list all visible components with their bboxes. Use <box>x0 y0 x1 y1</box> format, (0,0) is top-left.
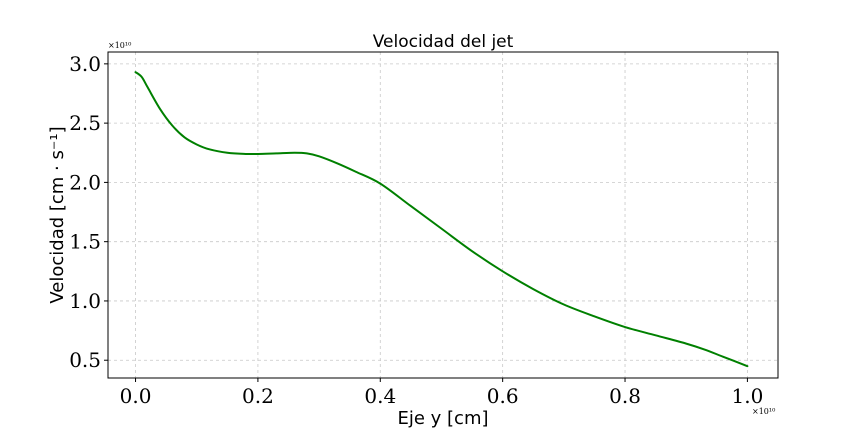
series-layer <box>134 71 749 368</box>
x-tick-label: 1.0 <box>732 384 764 408</box>
y-axis: 0.5 1.0 1.5 2.0 2.5 3.0 <box>69 52 108 372</box>
y-tick-label: 2.5 <box>69 111 101 135</box>
y-tick-label: 1.0 <box>69 289 101 313</box>
grid <box>108 52 778 378</box>
y-tick-label: 3.0 <box>69 52 101 76</box>
x-axis-label: Eje y [cm] <box>397 408 488 429</box>
y-tick-label: 2.0 <box>69 170 101 194</box>
plot-frame <box>107 51 779 379</box>
velocity-series-line <box>134 71 749 368</box>
y-tick-label: 0.5 <box>69 348 101 372</box>
x-tick-label: 0.2 <box>242 384 274 408</box>
x-axis: 0.0 0.2 0.4 0.6 0.8 1.0 <box>120 378 764 408</box>
y-axis-label: Velocidad [cm · s⁻¹] <box>47 126 68 303</box>
chart-title: Velocidad del jet <box>373 32 514 52</box>
x-tick-label: 0.6 <box>487 384 519 408</box>
y-offset-label: ×10¹⁰ <box>108 41 131 50</box>
x-offset-label: ×10¹⁰ <box>752 407 775 416</box>
x-tick-label: 0.8 <box>609 384 641 408</box>
x-tick-label: 0.0 <box>120 384 152 408</box>
y-tick-label: 1.5 <box>69 230 101 254</box>
x-tick-label: 0.4 <box>364 384 396 408</box>
